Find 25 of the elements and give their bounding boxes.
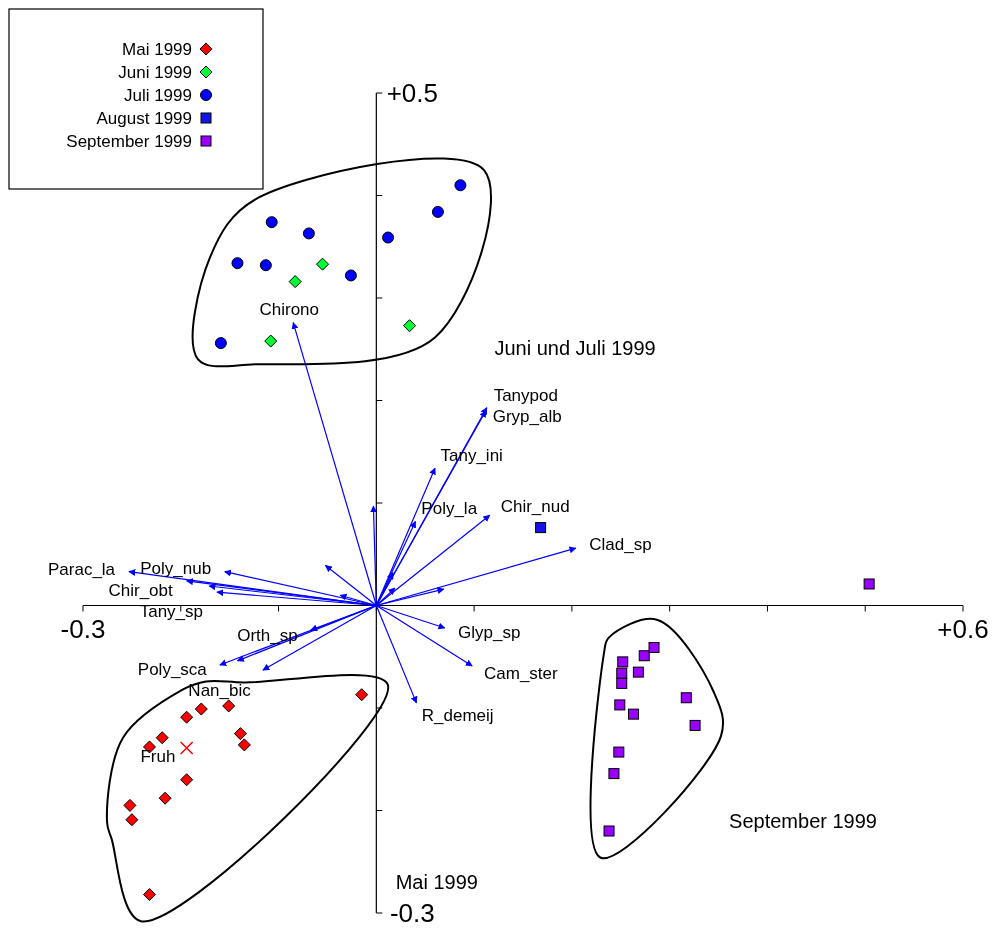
annotation: Nan_bic — [188, 681, 252, 701]
legend-label: Juli 1999 — [123, 85, 192, 105]
annotation: Orth_sp — [237, 625, 298, 645]
annotation: R_demeij — [421, 706, 494, 726]
annotation: Chirono — [259, 299, 320, 319]
annotation: Gryp_alb — [492, 406, 562, 426]
annotation: Tanypod — [493, 385, 558, 405]
annotation: Poly_nub — [140, 559, 212, 579]
legend-label: Mai 1999 — [122, 39, 192, 59]
annotation: Mai 1999 — [395, 871, 478, 894]
annotation: Glyp_sp — [458, 622, 521, 642]
annotation: September 1999 — [729, 809, 877, 832]
annotation: Parac_la — [47, 560, 116, 580]
annotation: Chir_nud — [500, 497, 570, 517]
annotation: Cam_ster — [483, 663, 559, 683]
annotation: Juni und Juli 1999 — [494, 337, 656, 360]
legend-label: September 1999 — [66, 131, 192, 151]
y-tick-label: +0.5 — [386, 78, 438, 108]
annotation: Clad_sp — [589, 534, 652, 554]
annotation: Chir_obt — [108, 581, 174, 601]
annotation: Fruh — [140, 746, 176, 766]
legend-label: August 1999 — [96, 108, 192, 128]
legend-label: Juni 1999 — [118, 62, 192, 82]
annotation: Poly_sca — [137, 660, 208, 680]
x-tick-label: +0.6 — [937, 613, 989, 644]
